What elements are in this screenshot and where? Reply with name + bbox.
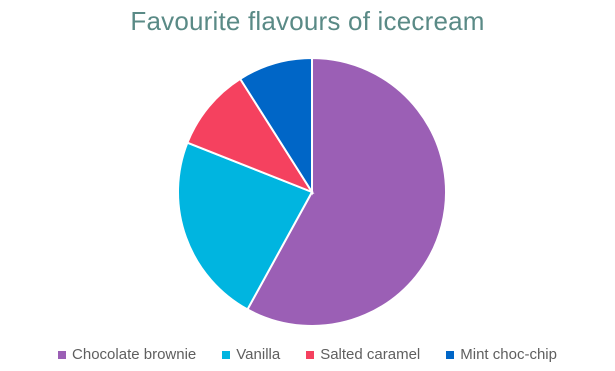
legend-item-salted-caramel: Salted caramel [306, 346, 420, 363]
legend-label-vanilla: Vanilla [236, 346, 281, 363]
chart-title: Favourite flavours of icecream [130, 6, 485, 36]
legend-swatch-chocolate-brownie [58, 350, 67, 359]
legend-item-chocolate-brownie: Chocolate brownie [58, 346, 196, 363]
legend-item-mint-choc-chip: Mint choc-chip [446, 346, 557, 363]
pie-slice-salted-caramel [186, 77, 315, 195]
legend-label-salted-caramel: Salted caramel [320, 346, 421, 363]
pie-slice-chocolate-brownie [246, 56, 447, 327]
pie-slice-vanilla [177, 141, 314, 311]
legend-swatch-vanilla [222, 350, 231, 359]
legend-swatch-salted-caramel [306, 350, 315, 359]
legend-item-vanilla: Vanilla [222, 346, 280, 363]
pie-slice-mint-choc-chip [238, 56, 313, 196]
legend-label-chocolate-brownie: Chocolate brownie [72, 346, 197, 363]
legend-label-mint-choc-chip: Mint choc-chip [460, 346, 557, 363]
legend: Chocolate brownie Vanilla Salted caramel… [0, 346, 615, 363]
legend-swatch-mint-choc-chip [446, 350, 455, 359]
